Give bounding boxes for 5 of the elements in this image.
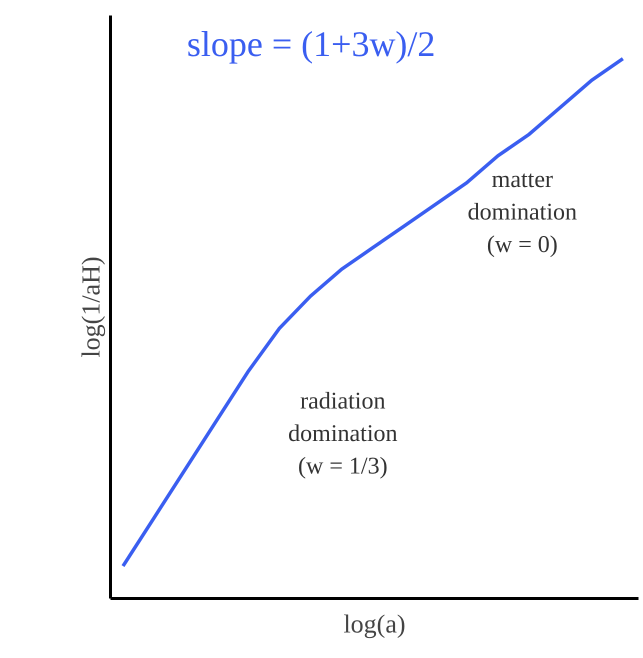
annotation: matter domination (w = 0) xyxy=(468,167,578,258)
annotation: slope = (1+3w)/2 xyxy=(186,24,436,64)
x-axis-title: log(a) xyxy=(343,610,406,638)
y-axis-title: log(1/aH) xyxy=(76,256,106,358)
annotation: radiation domination (w = 1/3) xyxy=(288,388,398,480)
